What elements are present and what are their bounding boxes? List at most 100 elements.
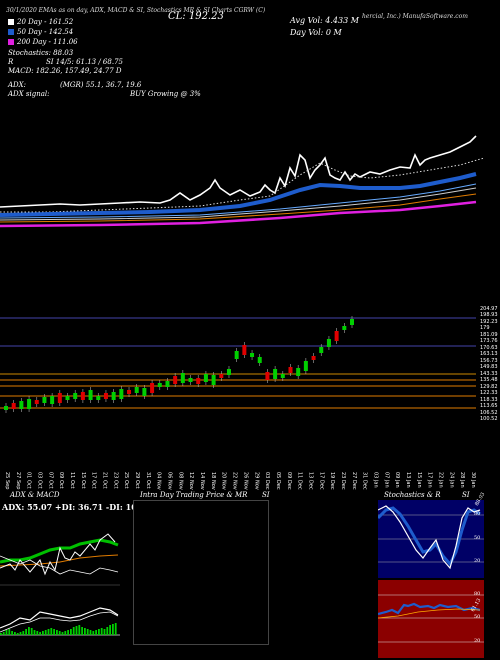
price-axis-label: 143.33 [480,370,498,377]
ema-white-band [0,187,477,221]
candle-body [150,383,155,393]
date-axis-label: 28 Jan [459,472,466,488]
candle-body [11,403,16,409]
date-axis-label: 26 Nov [242,472,249,490]
macd-histogram-bar [33,630,36,635]
candle-body [296,368,301,376]
date-axis-label: 05 Dec [274,472,281,490]
date-axis-label: 07 Oct [47,472,54,489]
candle-body [203,374,208,382]
si-level-20: 20 [474,638,481,644]
candle-body [242,345,247,355]
date-axis-label: 17 Jan [426,472,433,488]
candle-body [57,393,62,403]
candle-body [234,351,239,359]
candle-body [326,339,331,347]
macd-histogram-bar [58,631,61,635]
date-axis-label: 04 Nov [155,472,162,490]
date-axis-label: 15 Jan [415,472,422,488]
adx-values: (MGR) 55.1, 36.7, 19.6 [60,81,142,89]
price-axis-label: 198.93 [480,312,498,319]
macd-histogram-bar [75,626,78,635]
price-axis-label: 156.73 [480,357,498,364]
adx-label: ADX: [8,81,27,89]
adx-lines [0,533,120,636]
date-axis-label: 20 Nov [220,472,227,490]
candle-body [173,376,178,384]
candle-body [34,400,39,404]
ema200-label: 200 Day - 111.06 [8,38,78,46]
date-axis-label: 13 Dec [307,472,314,490]
candle-body [319,347,324,353]
date-axis-label: 13 Jan [404,472,411,488]
macd-histogram-bar [50,628,53,635]
candle-body [188,378,193,382]
stochastics-value: Stochastics: 88.03 [8,49,74,57]
macd-histogram-bar [67,630,69,635]
macd-histogram-bar [22,631,25,635]
macd-histogram-bar [39,632,41,635]
si-level-80: 80 [474,591,481,597]
price-axis-label: 181.09 [480,331,498,338]
date-axis-label: 18 Nov [209,472,216,490]
macd-histogram-bar [2,632,5,635]
price-line [0,135,477,208]
macd-histogram-bar [112,624,114,635]
si-panel: 80 50 20 61.13 [378,580,484,658]
macd-histogram-bar [100,628,103,635]
macd-histogram-bar [5,630,8,635]
macd-histogram-bar [19,632,22,635]
macd-histogram-bar [81,627,83,635]
ema50-label: 50 Day - 142.54 [8,28,73,36]
macd-histogram-bar [84,628,86,635]
candle-body [350,319,354,325]
candle-body [180,373,185,383]
candle-body [88,390,93,400]
date-axis-label: 01 Oct [25,472,32,489]
date-axis-label: 23 Oct [112,472,119,489]
macd-histogram-bar [61,632,64,635]
macd-histogram-bar [72,627,75,635]
adx-readout: ADX: 55.07 +DI: 36.71 -DI: 10.63 [2,502,151,512]
candle-body [165,381,170,387]
date-axis-label: 14 Nov [199,472,206,490]
macd-histogram-bar [25,629,27,635]
price-axis-label: 129.82 [480,383,498,390]
candle-body [65,396,70,400]
date-axis-label: 22 Nov [231,472,238,490]
si-level-50: 50 [474,614,481,620]
date-axis-label: 11 Dec [296,472,303,490]
date-axis-label: 09 Jan [394,472,401,488]
candle-body [73,393,78,399]
candle-body [127,390,132,394]
date-axis-label: 30 Jan [470,472,476,488]
price-axis-label: 204.97 [480,306,498,312]
stoch-level-50: 50 [474,535,481,541]
candle-body [226,369,231,375]
stoch-level-20: 20 [474,558,481,564]
intraday-panel [133,500,269,645]
ema20-swatch [8,19,14,25]
date-axis-label: 29 Nov [253,472,260,490]
candle-body [27,399,32,409]
candle-body [103,393,108,399]
stochastics-panel-title: Stochastics & R [384,491,441,499]
date-axis-label: 15 Oct [79,472,86,489]
price-axis-label: 192.23 [480,318,498,325]
macd-histogram-bar [109,625,111,635]
date-axis-label: 03 Oct [36,472,43,489]
macd-histogram-bar [16,633,19,635]
macd-histogram-bar [36,631,39,635]
candle-body [134,387,139,393]
price-axis-label: 163.13 [480,351,498,358]
stochastics-panel: 80 50 20 88.03 [378,492,486,578]
price-axis-label: 173.76 [480,338,498,345]
macd-histogram-bar [103,629,106,635]
adx-panel-title: ADX & MACD [10,491,60,499]
candle-body [111,392,116,400]
candle-body [211,375,216,385]
date-axis-label: 08 Nov [177,472,184,490]
ema50-swatch [8,29,14,35]
